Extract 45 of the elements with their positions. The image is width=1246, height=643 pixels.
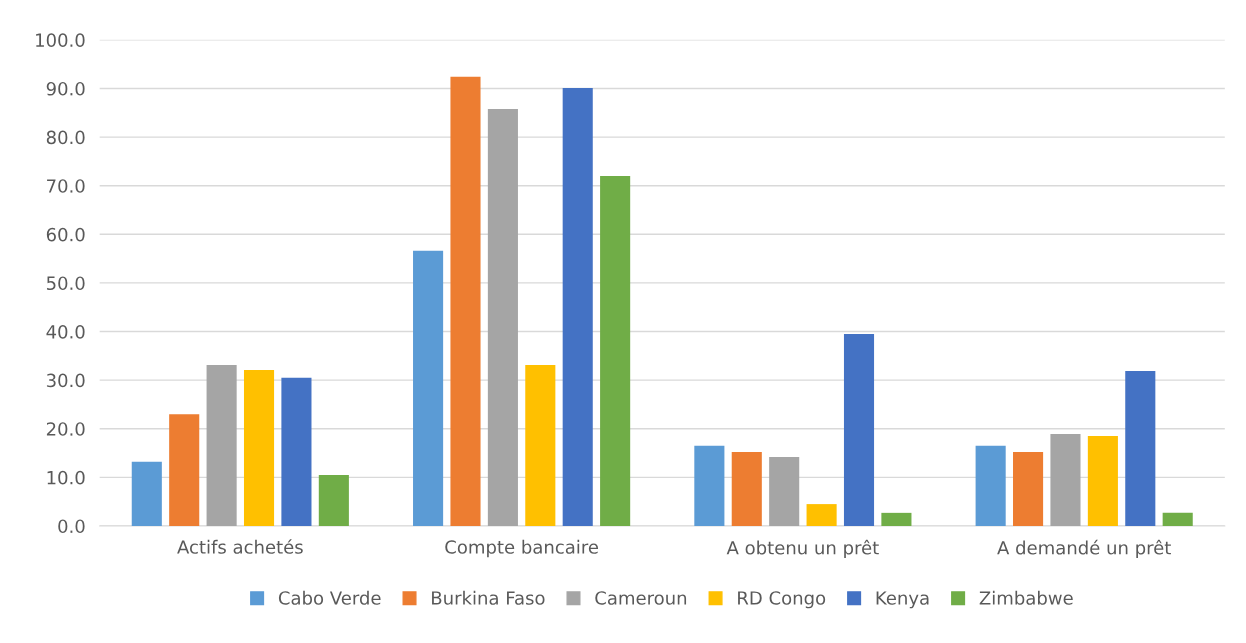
y-tick-label: 50.0	[46, 276, 85, 291]
y-tick-label: 20.0	[46, 422, 85, 436]
bar	[1125, 370, 1156, 526]
bar	[1087, 436, 1118, 526]
y-tick-label: 30.0	[46, 373, 85, 388]
x-tick-label: A obtenu un prêt	[726, 539, 879, 559]
bar	[281, 377, 312, 526]
x-tick-label: Compte bancaire	[445, 539, 599, 558]
bar	[769, 456, 800, 526]
legend-label: Zimbabwe	[979, 590, 1073, 605]
bar	[450, 76, 481, 526]
bar	[843, 333, 875, 526]
bar	[525, 365, 556, 526]
bar	[975, 445, 1006, 526]
y-tick-label: 80.0	[46, 130, 85, 145]
bar	[731, 452, 762, 526]
y-tick-label: 70.0	[47, 179, 85, 193]
bar	[169, 414, 200, 526]
legend-label: Cabo Verde	[278, 590, 381, 605]
y-tick-label: 0.0	[58, 519, 85, 534]
y-tick-label: 90.0	[46, 81, 85, 96]
y-tick-label: 10.0	[47, 470, 85, 485]
bar	[243, 369, 275, 526]
legend-label: Kenya	[876, 591, 929, 609]
legend-label: RD Congo	[738, 591, 826, 609]
bar	[206, 365, 237, 526]
y-tick-label: 60.0	[46, 227, 85, 242]
legend-label: Burkina Faso	[432, 590, 545, 605]
bar	[600, 175, 631, 526]
bar	[487, 108, 518, 526]
bar	[131, 461, 162, 526]
x-tick-label: Actifs achetés	[177, 539, 303, 554]
y-tick-label: 100.0	[36, 33, 85, 47]
legend-label: Cameroun	[595, 591, 687, 605]
bar	[806, 504, 837, 526]
bar	[1162, 512, 1193, 526]
bar	[318, 474, 349, 526]
x-tick-label: A demandé un prêt	[997, 539, 1171, 559]
bar	[1013, 452, 1044, 526]
bar	[562, 87, 593, 526]
bar	[413, 250, 444, 526]
y-tick-label: 40.0	[46, 324, 85, 339]
bar	[694, 445, 725, 526]
bar	[881, 512, 912, 526]
bar	[1050, 434, 1081, 526]
